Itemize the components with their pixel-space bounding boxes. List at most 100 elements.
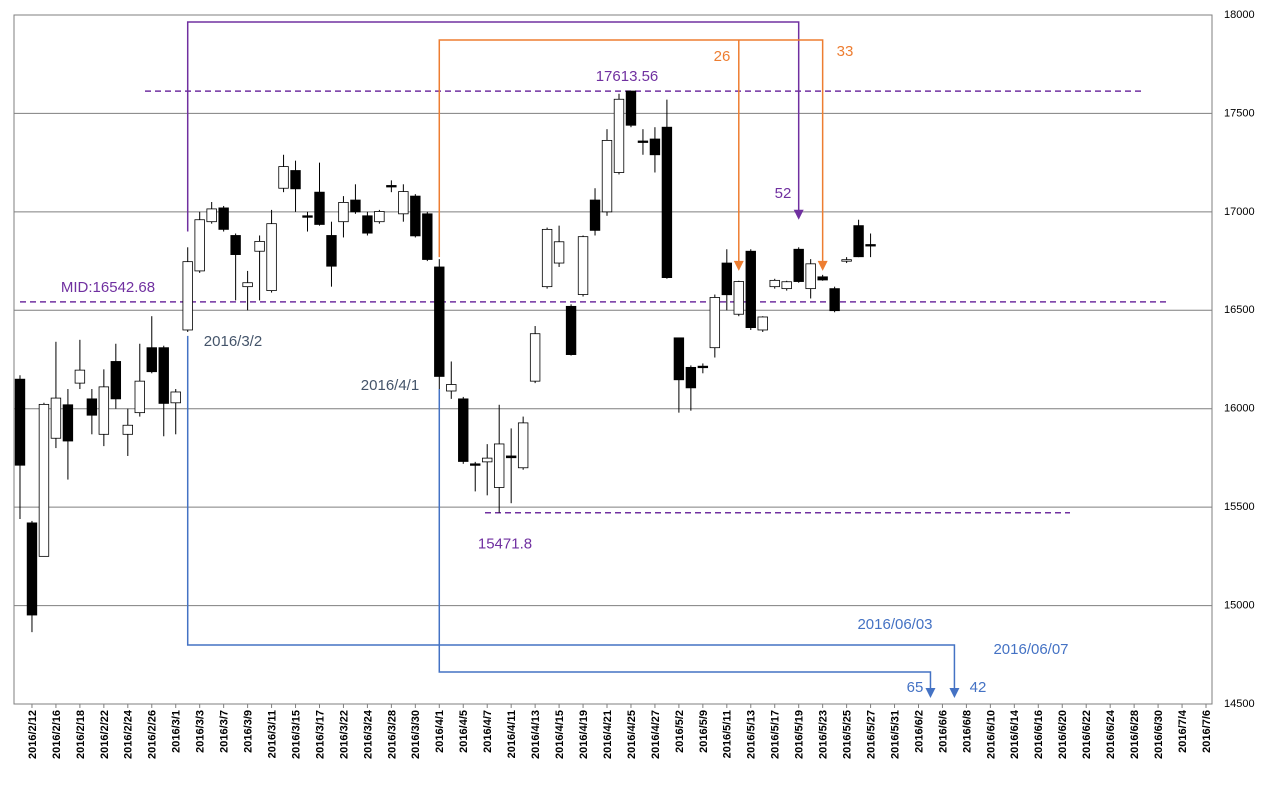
x-tick-label: 2016/6/28 [1129, 710, 1141, 759]
candle-body [685, 366, 697, 389]
y-tick-label: 17500 [1224, 107, 1255, 119]
x-tick-label: 2016/5/13 [746, 710, 758, 759]
candle-body [458, 398, 469, 462]
candle-body [302, 215, 313, 218]
span-label: 26 [714, 48, 731, 65]
candle-body [374, 211, 385, 223]
level-label: 17613.56 [596, 68, 659, 85]
x-tick-label: 2016/2/22 [99, 710, 111, 759]
x-tick-label: 2016/3/7 [219, 710, 231, 753]
candle-body [338, 202, 349, 223]
candle-body [38, 403, 50, 557]
x-tick-label: 2016/6/6 [937, 710, 949, 753]
x-tick-label: 2016/4/27 [650, 710, 662, 759]
candle-body [62, 404, 74, 442]
candle-body [362, 215, 373, 234]
x-tick-label: 2016/4/7 [482, 710, 494, 753]
cycle-arrow [438, 39, 824, 263]
candle-body [470, 463, 481, 466]
cycle-arrow [186, 335, 956, 690]
candle-body [589, 199, 601, 231]
candle-body [637, 140, 649, 143]
span-label: 52 [775, 185, 792, 202]
candle-body [194, 219, 205, 272]
candle-body [422, 213, 433, 260]
y-tick-label: 15500 [1224, 501, 1255, 513]
candle-body [541, 228, 553, 288]
x-tick-label: 2016/6/20 [1057, 710, 1069, 759]
x-tick-label: 2016/4/5 [458, 710, 470, 753]
cycle-arrow [438, 389, 932, 690]
candle-body [26, 522, 38, 616]
candle-body [505, 455, 517, 459]
x-tick-label: 2016/5/11 [722, 710, 734, 758]
x-tick-label: 2016/5/9 [698, 710, 710, 753]
candle-body [446, 384, 457, 392]
candle-body [577, 236, 589, 295]
candle-body [517, 422, 529, 469]
x-tick-label: 2016/6/8 [961, 710, 973, 753]
x-tick-label: 2016/2/24 [123, 709, 135, 759]
candle-body [314, 191, 325, 225]
candle-body [709, 297, 721, 349]
candle-body [805, 263, 816, 290]
arrow-head [733, 260, 744, 271]
span-label: 33 [837, 43, 854, 60]
x-tick-label: 2016/3/3 [195, 710, 207, 753]
projection-count: 42 [970, 679, 987, 696]
candle-body [625, 90, 637, 126]
x-tick-label: 2016/5/2 [674, 710, 686, 753]
projection-date: 2016/06/03 [857, 616, 932, 633]
candle-body [529, 333, 541, 382]
x-tick-label: 2016/3/17 [314, 710, 326, 759]
cycle-arrow [186, 21, 800, 232]
candle-body [565, 305, 577, 355]
candle-body [98, 386, 110, 435]
arrow-head [793, 209, 804, 220]
x-tick-label: 2016/4/11 [506, 710, 518, 758]
candle-body [266, 223, 277, 291]
marker-label: 2016/3/2 [204, 333, 262, 350]
arrow-head [817, 260, 828, 271]
level-label: 15471.8 [478, 536, 532, 553]
x-tick-label: 2016/3/28 [386, 710, 398, 759]
candle-body [853, 225, 864, 258]
level-label: MID:16542.68 [61, 279, 155, 296]
candle-body [769, 279, 780, 288]
candle-body [697, 365, 709, 369]
x-tick-label: 2016/3/11 [266, 710, 278, 758]
x-tick-label: 2016/5/31 [889, 710, 901, 759]
x-tick-label: 2016/3/1 [171, 710, 183, 753]
candle-body [745, 250, 756, 329]
x-tick-label: 2016/6/14 [1009, 709, 1021, 759]
x-tick-label: 2016/5/27 [865, 710, 877, 759]
candle-body [553, 241, 565, 264]
candle-body [781, 281, 792, 290]
x-tick-label: 2016/2/18 [75, 710, 87, 759]
x-tick-label: 2016/4/21 [602, 710, 614, 759]
x-tick-label: 2016/5/23 [818, 710, 830, 759]
candle-body [254, 240, 265, 252]
x-tick-label: 2016/3/9 [243, 710, 255, 753]
x-tick-label: 2016/5/25 [842, 710, 854, 759]
candle-body [182, 261, 193, 331]
x-tick-label: 2016/4/1 [434, 710, 446, 753]
y-tick-label: 17000 [1224, 206, 1255, 218]
x-tick-label: 2016/6/22 [1081, 710, 1093, 759]
x-tick-label: 2016/3/30 [410, 710, 422, 759]
y-tick-label: 15000 [1224, 599, 1255, 611]
candle-body [434, 266, 445, 377]
candle-body [326, 235, 337, 267]
candle-body [721, 262, 733, 296]
candle-body [74, 369, 86, 384]
candle-body [290, 170, 301, 190]
y-tick-label: 18000 [1224, 9, 1255, 21]
arrow-head [925, 688, 936, 698]
candle-body [841, 259, 852, 262]
candle-body [50, 397, 62, 439]
candle-body [482, 457, 493, 463]
x-tick-label: 2016/7/6 [1201, 710, 1213, 753]
x-tick-label: 2016/6/2 [913, 710, 925, 753]
